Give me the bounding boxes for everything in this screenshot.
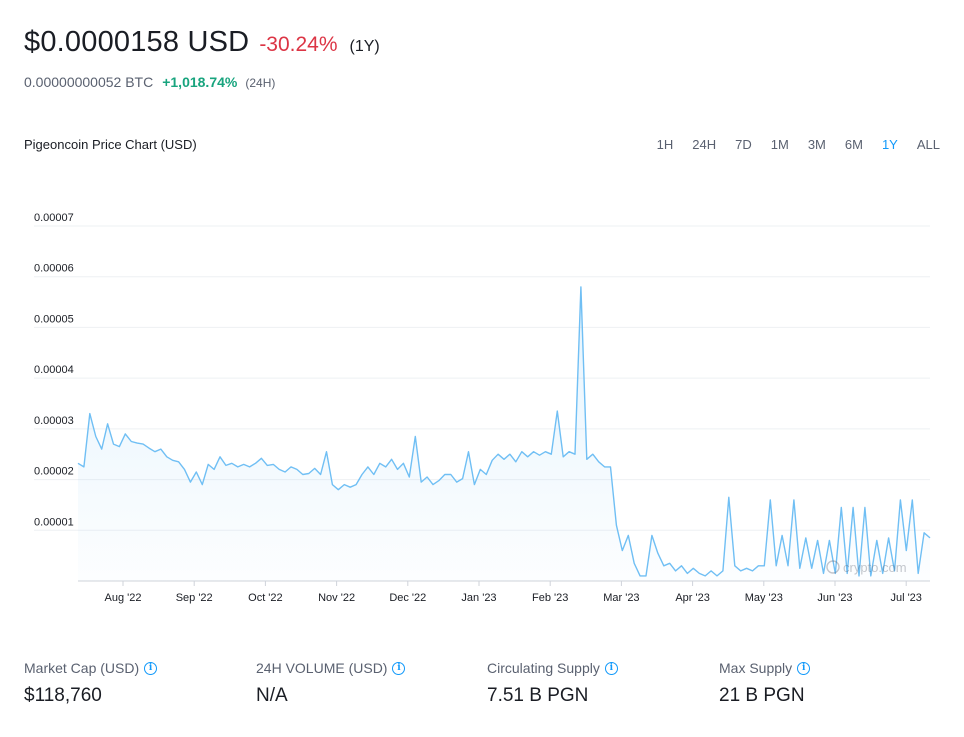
stat-label: 24H VOLUME (USD) bbox=[256, 660, 388, 676]
y-tick-label: 0.00004 bbox=[34, 364, 74, 376]
price-line bbox=[77, 286, 931, 577]
btc-change-24h: +1,018.74% bbox=[162, 74, 238, 90]
info-icon[interactable]: i bbox=[604, 661, 618, 675]
x-tick-label: Jul '23 bbox=[890, 592, 921, 604]
x-tick-label: Feb '23 bbox=[532, 592, 568, 604]
btc-price: 0.00000000052 BTC bbox=[24, 74, 154, 90]
stat-value: 21 B PGN bbox=[719, 685, 805, 706]
chart-title: Pigeoncoin Price Chart (USD) bbox=[24, 137, 197, 152]
range-button-1y[interactable]: 1Y bbox=[881, 137, 898, 152]
x-tick-label: Aug '22 bbox=[105, 592, 142, 604]
watermark-logo-icon bbox=[826, 560, 840, 574]
info-icon[interactable]: i bbox=[144, 661, 158, 675]
x-tick-label: Jan '23 bbox=[461, 592, 496, 604]
stat-label: Max Supply bbox=[719, 660, 793, 676]
btc-change-period: (24H) bbox=[245, 76, 276, 90]
y-tick-label: 0.00007 bbox=[34, 212, 74, 224]
stat-max-supply: Max Supply i 21 B PGN bbox=[719, 660, 811, 707]
info-icon[interactable]: i bbox=[797, 661, 811, 675]
y-tick-label: 0.00003 bbox=[34, 415, 74, 427]
btc-price-row: 0.00000000052 BTC +1,018.74% (24H) bbox=[24, 74, 275, 90]
y-tick-label: 0.00001 bbox=[34, 516, 74, 528]
x-tick-label: May '23 bbox=[745, 592, 783, 604]
stat-volume: 24H VOLUME (USD) i N/A bbox=[256, 660, 406, 707]
range-button-all[interactable]: ALL bbox=[916, 137, 940, 152]
current-price: $0.0000158 USD bbox=[24, 26, 250, 58]
price-header: $0.0000158 USD -30.24% (1Y) bbox=[24, 26, 380, 59]
range-button-24h[interactable]: 24H bbox=[692, 137, 717, 152]
stat-market-cap: Market Cap (USD) i $118,760 bbox=[24, 660, 158, 707]
range-button-1h[interactable]: 1H bbox=[656, 137, 674, 152]
y-tick-label: 0.00002 bbox=[34, 466, 74, 478]
watermark: crypto.com bbox=[826, 560, 907, 575]
stat-value: $118,760 bbox=[24, 685, 102, 706]
x-tick-label: Nov '22 bbox=[318, 592, 355, 604]
info-icon[interactable]: i bbox=[392, 661, 406, 675]
price-area bbox=[78, 286, 930, 581]
x-tick-label: Apr '23 bbox=[675, 592, 710, 604]
stat-circulating-supply: Circulating Supply i 7.51 B PGN bbox=[487, 660, 618, 707]
range-button-6m[interactable]: 6M bbox=[844, 137, 863, 152]
range-button-3m[interactable]: 3M bbox=[807, 137, 826, 152]
y-tick-label: 0.00006 bbox=[34, 263, 74, 275]
watermark-text: crypto.com bbox=[843, 560, 907, 575]
time-range-selector: 1H 24H 7D 1M 3M 6M 1Y ALL bbox=[638, 137, 940, 152]
price-change-period: (1Y) bbox=[349, 38, 380, 55]
range-button-7d[interactable]: 7D bbox=[735, 137, 752, 152]
x-tick-label: Dec '22 bbox=[389, 592, 426, 604]
range-button-1m[interactable]: 1M bbox=[770, 137, 789, 152]
price-chart[interactable]: 0.00001 0.00002 0.00003 0.00004 0.00005 0.000… bbox=[0, 200, 964, 610]
x-tick-label: Mar '23 bbox=[603, 592, 639, 604]
stat-value: 7.51 B PGN bbox=[487, 685, 589, 706]
stat-label: Circulating Supply bbox=[487, 660, 600, 676]
stat-label: Market Cap (USD) bbox=[24, 660, 140, 676]
stat-value: N/A bbox=[256, 685, 288, 706]
x-tick-label: Jun '23 bbox=[817, 592, 852, 604]
x-tick-label: Oct '22 bbox=[248, 592, 283, 604]
x-tick-label: Sep '22 bbox=[176, 592, 213, 604]
price-change-1y: -30.24% bbox=[259, 33, 338, 56]
y-tick-label: 0.00005 bbox=[34, 313, 74, 325]
